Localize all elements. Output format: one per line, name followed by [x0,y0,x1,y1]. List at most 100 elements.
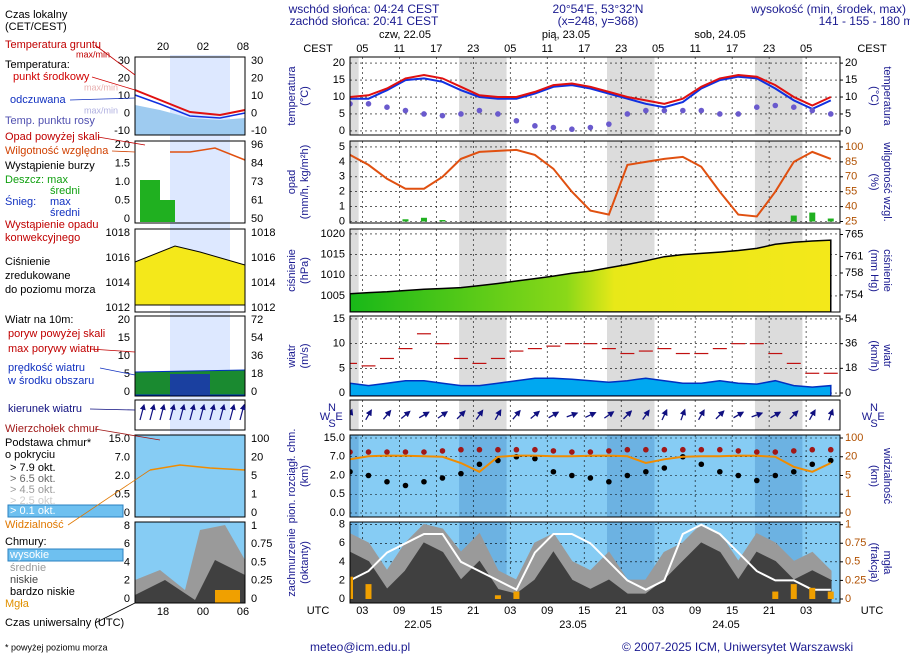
wind-arrow [679,408,686,421]
legend-text: punkt środkowy [13,71,90,83]
mini-tick-label: 1 [251,520,257,532]
series-dot [717,468,723,475]
axis-label: (oktanty) [299,541,311,584]
legend-connector [111,150,136,153]
cest-hour: 17 [726,43,738,55]
mini-tick-label: 0.5 [115,194,130,206]
series-dot [717,111,723,117]
y2-tick-label: 100 [845,432,863,444]
series-dot [532,446,538,453]
series-area [350,377,832,396]
wind-arrow [603,411,615,419]
series-dot [476,461,483,468]
legend-text: > 0.1 okt. [10,505,56,517]
series-dot [569,472,575,479]
mini-tick-label: 1012 [106,302,130,314]
panel-frame [349,434,841,518]
legend-text: > 4.5 okt. [10,484,56,496]
y-tick-label: 3 [339,171,345,183]
mini-tick-label: 0 [124,507,130,519]
mini-arrow [189,403,196,421]
legend-text: średni [50,207,80,219]
mini-feels [134,94,246,119]
cest-hour: 05 [504,43,516,55]
series-dot [827,457,834,464]
series-dot [753,449,760,455]
legend-text: max [50,196,71,208]
day-label: czw, 22.05 [379,29,431,41]
mini-hour: 02 [197,41,209,53]
axis-label-right: wilgotność wzgl. [881,141,893,221]
series-bar [365,584,372,599]
mini-tick-label: 5 [251,470,257,482]
night-band [607,435,655,517]
series-dot [661,107,668,114]
y2-tick-label: 765 [845,228,863,240]
y-tick-label: 2.0 [330,469,345,481]
email[interactable]: meteo@icm.edu.pl [310,640,410,654]
series-dot [513,117,520,124]
legend-text: > 6.5 okt. [10,473,56,485]
y-tick-label: 10 [333,91,345,103]
legend-connector [91,76,136,91]
y2-tick-label: 54 [845,313,857,325]
compass-label: N [870,402,878,414]
series-dot [365,101,372,107]
mini-arrow [139,403,146,421]
mini-arrow [219,403,226,421]
y-tick-label: 0 [339,125,345,137]
panel: 0 1 2 3 4 5 25 40 55 70 85 100 opad (mm/h, kg/m²h) (%)… [286,140,893,227]
series-dot [772,449,779,455]
mini-tick-label: 2.0 [115,470,130,482]
series-dot [350,101,353,107]
plot-area [350,400,834,430]
axis-label: pion. rozciągł. chm. [286,429,298,524]
date-label: 24.05 [712,619,740,631]
axis-label-right: widzialność [881,447,893,505]
series-dot [680,446,686,453]
mini-tick-label: 0 [251,507,257,519]
legend-connector [99,367,136,376]
y-tick-label: 4 [339,556,345,568]
cest-hour: 05 [356,43,368,55]
utc-hour: 15 [726,605,738,617]
night-band [459,141,507,223]
mini-tick-label: 0 [251,593,257,605]
wind-arrow [770,411,782,419]
mini-tick-label: 0 [251,107,257,119]
legend-text: odczuwana [10,94,67,106]
plot-area [350,141,840,223]
series-dot [569,126,575,133]
mini-tick-label: 7.0 [115,451,130,463]
coords: 20°54'E, 53°32'N [553,2,644,16]
legend-connector [89,408,136,411]
legend-text: Widzialność [5,519,64,531]
mini-tick-label: 1016 [251,252,275,264]
series-bar [809,587,816,599]
axis-label-right: wiatr [881,343,893,368]
y-tick-label: 1005 [321,290,345,302]
axis-label: wiatr [286,344,298,369]
mini-temp [134,89,246,117]
mini-hour: 06 [237,606,249,618]
legend-text: niskie [10,574,38,586]
mini-dew-fill [135,105,245,135]
series-dot [421,449,427,455]
mini-arrow [199,403,206,421]
series-dot [606,121,612,127]
series-line [350,73,832,107]
legend-text: * powyżej poziomu morza [5,642,108,652]
axis-label-right: (%) [868,173,880,190]
copyright: © 2007-2025 ICM, Uniwersytet Warszawski [622,640,853,654]
legend-connector [69,97,136,101]
night-band [350,400,359,430]
legend-text: Temperatura gruntu [5,39,101,51]
series-dot [698,446,705,453]
legend-connector [94,602,136,624]
series-dot [827,111,834,117]
wind-arrow [456,410,466,420]
series-dot [495,446,501,453]
mini-tick-label: 4 [124,556,130,568]
series-line [350,523,831,592]
